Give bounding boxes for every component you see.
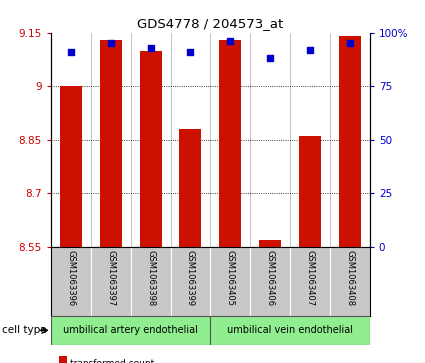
Point (187, 49, 194, 55)
Bar (339, 36, 361, 247)
Bar (100, 40, 122, 247)
Text: cell type: cell type (2, 325, 47, 335)
Bar (299, 136, 321, 247)
Bar (219, 40, 241, 247)
Bar (210, 316, 370, 345)
Text: GSM1063408: GSM1063408 (346, 250, 354, 306)
Text: GSM1063399: GSM1063399 (186, 250, 195, 306)
Text: GSM1063396: GSM1063396 (66, 250, 75, 306)
Text: transformed count: transformed count (70, 359, 154, 363)
Text: GSM1063397: GSM1063397 (106, 250, 115, 306)
Point (108, 40, 114, 46)
Point (147, 45, 154, 50)
Text: GSM1063405: GSM1063405 (226, 250, 235, 306)
Text: umbilical artery endothelial: umbilical artery endothelial (63, 325, 198, 335)
Bar (140, 50, 162, 247)
Point (227, 38, 234, 44)
Bar (259, 240, 281, 247)
Point (267, 56, 274, 61)
Point (306, 47, 313, 53)
Text: GSM1063407: GSM1063407 (306, 250, 314, 306)
Bar (51, 316, 210, 345)
Text: umbilical vein endothelial: umbilical vein endothelial (227, 325, 353, 335)
Text: GSM1063398: GSM1063398 (146, 250, 155, 306)
Text: GSM1063406: GSM1063406 (266, 250, 275, 306)
Title: GDS4778 / 204573_at: GDS4778 / 204573_at (137, 17, 283, 30)
Point (68, 49, 74, 55)
Point (346, 40, 353, 46)
Bar (60, 86, 82, 247)
Bar (179, 129, 201, 247)
